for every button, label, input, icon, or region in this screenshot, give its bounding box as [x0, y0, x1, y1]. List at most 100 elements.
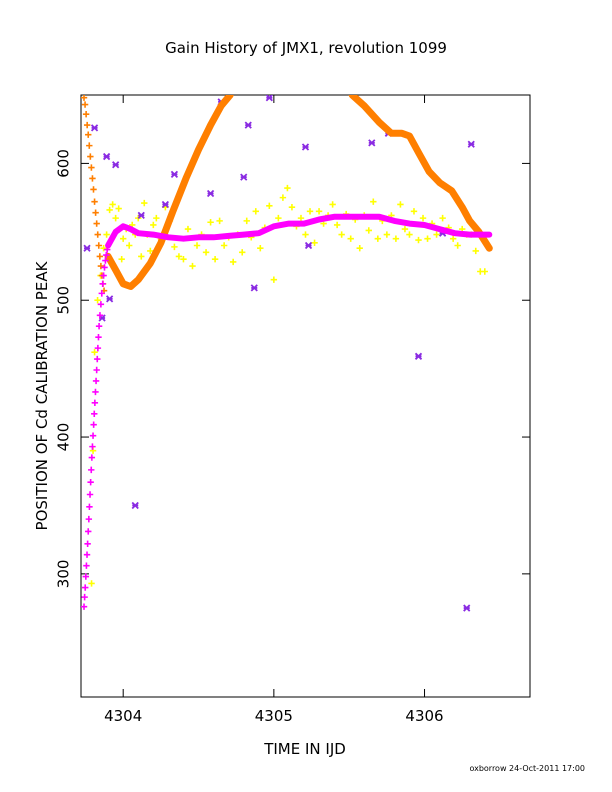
data-point [170, 170, 179, 178]
data-point [95, 333, 102, 341]
data-point [112, 161, 120, 169]
y-tick-label: 600 [55, 149, 73, 178]
data-point [93, 366, 100, 374]
data-point [216, 217, 223, 225]
data-point [311, 239, 318, 246]
data-point [240, 173, 248, 181]
data-point [433, 231, 440, 238]
data-point [82, 110, 90, 118]
data-point [85, 528, 92, 535]
data-point [137, 211, 145, 220]
data-point [87, 478, 94, 486]
data-point [175, 253, 183, 260]
data-point [284, 184, 291, 192]
data-point [86, 503, 93, 511]
data-point [112, 214, 119, 222]
data-point [472, 247, 479, 255]
x-axis-label: TIME IN IJD [263, 740, 346, 758]
data-point [98, 290, 105, 297]
data-point [90, 124, 99, 132]
y-axis-label: POSITION OF Cd CALIBRATION PEAK [33, 260, 51, 530]
data-point [115, 205, 122, 212]
data-point [94, 231, 101, 238]
data-point [150, 221, 157, 229]
data-point [84, 540, 91, 547]
data-point [410, 208, 418, 215]
data-point [83, 562, 90, 569]
data-point [141, 199, 148, 207]
data-point [100, 245, 107, 252]
data-point [415, 236, 422, 244]
data-point [91, 399, 99, 407]
y-tick-label: 300 [55, 560, 73, 589]
data-point [100, 272, 107, 279]
data-point [96, 312, 104, 319]
data-point [180, 255, 187, 263]
data-point [92, 388, 99, 396]
data-point [467, 140, 475, 148]
data-point [288, 203, 296, 211]
data-point [368, 139, 376, 147]
data-point [86, 491, 94, 498]
data-point [91, 349, 98, 356]
data-point [329, 201, 336, 208]
data-point [347, 235, 354, 242]
data-point [86, 142, 93, 149]
y-tick-label: 500 [55, 286, 73, 315]
data-point [83, 244, 91, 252]
data-point [239, 249, 246, 256]
data-point [370, 198, 377, 205]
data-point [94, 344, 102, 352]
data-point [82, 573, 90, 580]
data-point [392, 235, 400, 242]
data-point [89, 175, 96, 182]
y-axis: 300 400 500 600 [55, 149, 530, 589]
data-point [85, 131, 92, 138]
data-point [304, 241, 313, 250]
data-point [406, 231, 413, 238]
data-point [81, 101, 89, 108]
data-point [97, 262, 105, 270]
data-point [302, 231, 309, 238]
data-point [266, 202, 273, 210]
data-point [243, 217, 250, 225]
data-point [82, 584, 89, 591]
x-tick-label: 4305 [255, 707, 293, 725]
data-point [463, 604, 471, 612]
plot-marks [81, 95, 493, 612]
data-point [257, 245, 264, 252]
data-point [356, 245, 363, 252]
data-point [275, 214, 282, 222]
data-point [424, 235, 431, 242]
data-point [81, 603, 88, 610]
data-point [101, 264, 108, 271]
data-point [119, 235, 127, 242]
data-point [220, 242, 228, 249]
data-point [99, 280, 106, 288]
data-point [94, 355, 101, 363]
data-point [439, 214, 446, 222]
x-tick-label: 4306 [405, 707, 443, 725]
data-point [315, 208, 323, 215]
data-point [374, 235, 382, 242]
data-point [211, 255, 219, 263]
data-point [105, 295, 114, 303]
data-point [87, 153, 94, 160]
data-point [481, 268, 488, 275]
data-point [81, 593, 88, 601]
data-point [138, 253, 145, 260]
data-point [91, 410, 98, 417]
data-point [88, 454, 96, 461]
data-point [83, 121, 91, 129]
data-point [401, 225, 409, 233]
data-point [103, 251, 110, 259]
data-point [449, 235, 457, 242]
data-point [90, 421, 97, 428]
data-point [147, 247, 154, 255]
data-point [365, 227, 372, 234]
data-point [109, 201, 116, 208]
data-point [265, 95, 273, 102]
data-point [202, 249, 210, 256]
data-point [333, 221, 341, 229]
